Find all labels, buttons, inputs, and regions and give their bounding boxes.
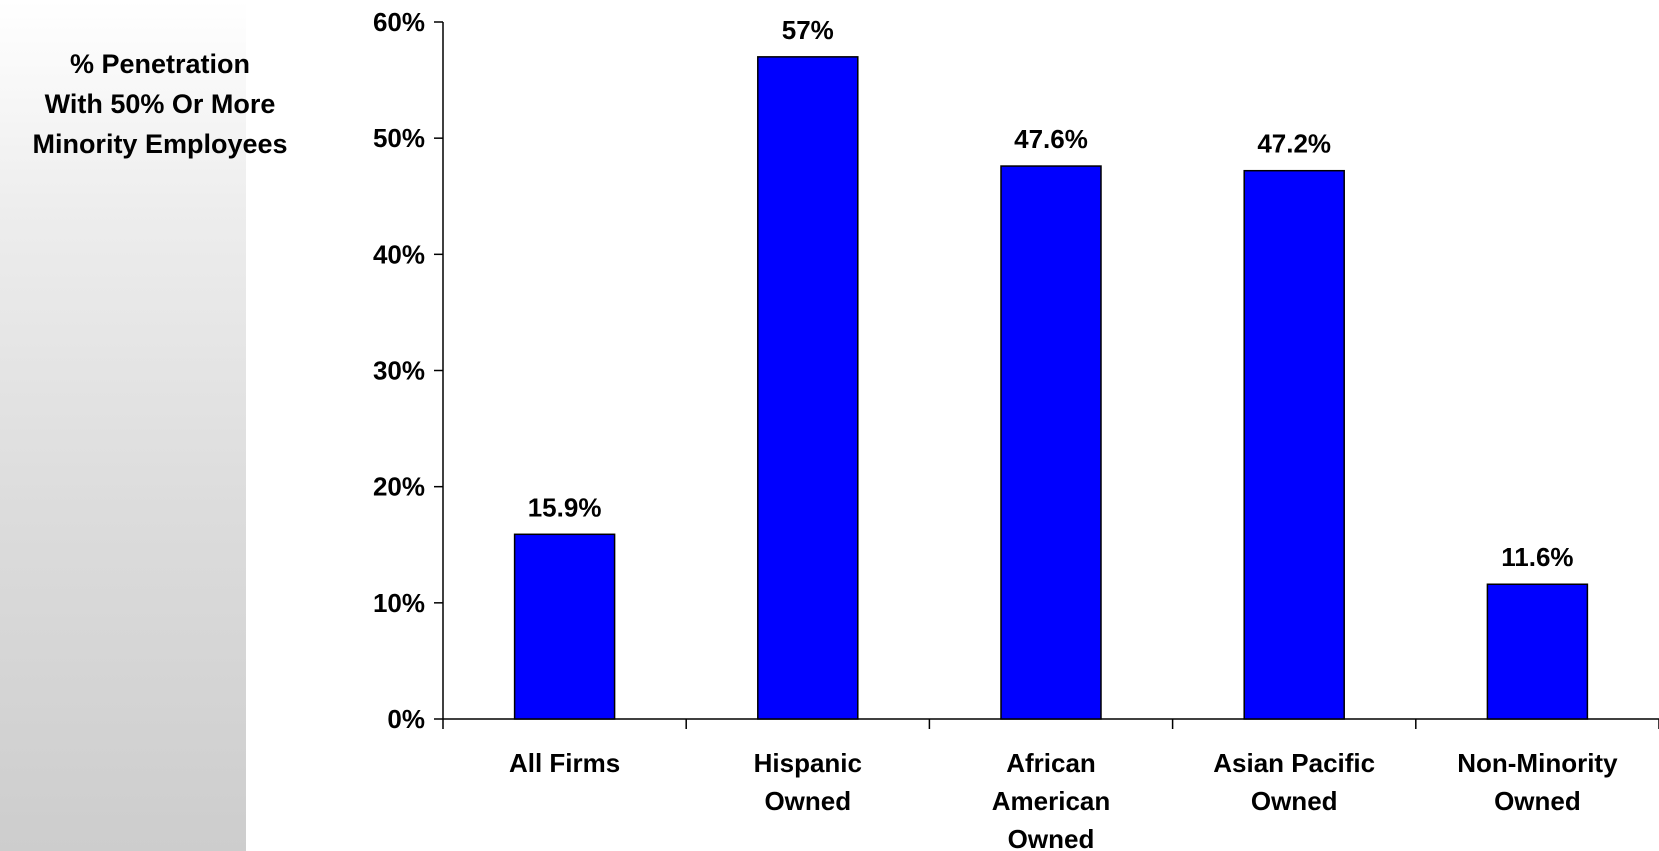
y-tick-label: 10% — [373, 588, 425, 618]
x-category-label: Asian Pacific Owned — [1213, 748, 1375, 816]
bar — [1243, 169, 1345, 720]
y-tick-label: 30% — [373, 356, 425, 386]
x-category-label-line: Owned — [1251, 786, 1338, 816]
bar — [513, 533, 616, 720]
bar — [757, 56, 859, 720]
y-tick-label: 60% — [373, 7, 425, 37]
x-category-label-line: Owned — [764, 786, 851, 816]
x-category-label-line: African — [1006, 748, 1096, 778]
y-tick-label: 0% — [387, 704, 425, 734]
x-category-label-line: All Firms — [509, 748, 620, 778]
bar-value-label: 15.9% — [528, 492, 602, 522]
x-category-label-line: Owned — [1008, 824, 1095, 851]
x-category-label-line: Hispanic — [754, 748, 862, 778]
x-category-label-line: Owned — [1494, 786, 1581, 816]
x-category-label: All Firms — [509, 748, 620, 778]
bar-value-label: 11.6% — [1501, 542, 1573, 572]
bar-value-label: 47.2% — [1257, 129, 1331, 159]
x-category-label-line: Non-Minority — [1457, 748, 1618, 778]
y-axis-title: % Penetration With 50% Or More Minority … — [32, 49, 288, 159]
x-category-label-line: Asian Pacific — [1213, 748, 1375, 778]
bar-value-label: 57% — [782, 15, 834, 45]
bar — [1000, 165, 1102, 720]
x-category-label: Hispanic Owned — [754, 748, 862, 816]
y-tick-label: 50% — [373, 123, 425, 153]
y-tick-label: 20% — [373, 472, 425, 502]
y-tick-label: 40% — [373, 239, 425, 269]
bar — [1486, 583, 1589, 720]
x-category-label-line: American — [992, 786, 1111, 816]
x-category-label: Non-Minority Owned — [1457, 748, 1618, 816]
x-category-label: African American Owned — [992, 748, 1111, 851]
left-gradient-panel — [0, 0, 246, 851]
bar-value-label: 47.6% — [1014, 124, 1088, 154]
